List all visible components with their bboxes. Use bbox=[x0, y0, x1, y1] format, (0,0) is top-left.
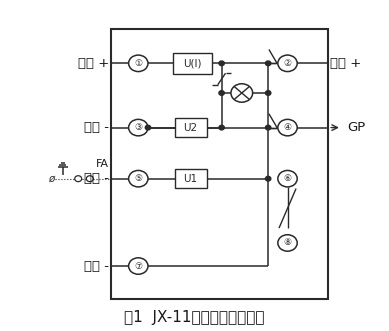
Bar bbox=[111, 29, 328, 299]
Text: ⑦: ⑦ bbox=[134, 261, 142, 270]
Bar bbox=[175, 118, 207, 137]
Circle shape bbox=[265, 91, 271, 95]
Text: U1: U1 bbox=[184, 174, 198, 184]
Circle shape bbox=[265, 125, 271, 130]
Circle shape bbox=[265, 61, 271, 66]
Circle shape bbox=[145, 125, 151, 130]
Bar bbox=[173, 53, 212, 74]
Text: 图1  JX-11接线图（正视图）: 图1 JX-11接线图（正视图） bbox=[124, 310, 265, 325]
Text: 启动 +: 启动 + bbox=[78, 57, 109, 70]
Circle shape bbox=[219, 91, 224, 95]
Text: U(I): U(I) bbox=[183, 58, 202, 68]
Text: GP: GP bbox=[347, 121, 365, 134]
Text: 复归 -: 复归 - bbox=[84, 172, 109, 185]
Text: FA: FA bbox=[96, 159, 109, 169]
Text: ③: ③ bbox=[134, 123, 142, 132]
Text: U2: U2 bbox=[184, 122, 198, 133]
Circle shape bbox=[129, 55, 148, 71]
Text: 电源 -: 电源 - bbox=[84, 121, 109, 134]
Circle shape bbox=[265, 176, 271, 181]
Text: 启动 -: 启动 - bbox=[84, 260, 109, 272]
Bar bbox=[175, 169, 207, 188]
Circle shape bbox=[219, 125, 224, 130]
Text: 电源 +: 电源 + bbox=[330, 57, 361, 70]
Circle shape bbox=[129, 170, 148, 187]
Circle shape bbox=[129, 119, 148, 136]
Circle shape bbox=[278, 170, 297, 187]
Text: ⑥: ⑥ bbox=[284, 174, 292, 183]
Circle shape bbox=[129, 258, 148, 274]
Circle shape bbox=[278, 119, 297, 136]
Circle shape bbox=[219, 61, 224, 66]
Text: ø: ø bbox=[48, 174, 54, 184]
Text: ⑤: ⑤ bbox=[134, 174, 142, 183]
Text: ⑧: ⑧ bbox=[284, 238, 292, 248]
Circle shape bbox=[278, 55, 297, 71]
Text: ②: ② bbox=[284, 59, 292, 68]
Circle shape bbox=[278, 235, 297, 251]
Text: ①: ① bbox=[134, 59, 142, 68]
Text: ④: ④ bbox=[284, 123, 292, 132]
